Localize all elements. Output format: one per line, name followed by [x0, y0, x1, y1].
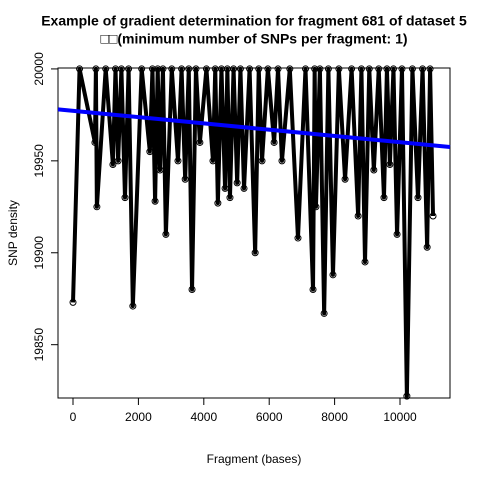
point [174, 157, 182, 165]
point [188, 286, 196, 294]
point [192, 65, 200, 73]
point [92, 65, 100, 73]
point [117, 65, 125, 73]
y-tick-label: 19950 [32, 144, 46, 178]
point [341, 175, 349, 183]
point [69, 298, 77, 306]
point [159, 65, 167, 73]
y-tick-label: 20000 [32, 52, 46, 86]
point [419, 65, 427, 73]
point [320, 309, 328, 317]
point [414, 194, 422, 202]
point [375, 65, 383, 73]
point [185, 65, 193, 73]
point [302, 65, 310, 73]
point [109, 161, 117, 169]
x-tick-label: 10000 [383, 410, 417, 424]
y-axis-label: SNP density [6, 200, 20, 266]
point [354, 212, 362, 220]
point [114, 157, 122, 165]
point [168, 65, 176, 73]
point [226, 194, 234, 202]
point [278, 157, 286, 165]
chart-subtitle: □□(minimum number of SNPs per fragment: … [100, 31, 407, 47]
x-tick-label: 4000 [190, 410, 217, 424]
point [162, 230, 170, 238]
point [202, 65, 210, 73]
point [329, 271, 337, 279]
point [389, 65, 397, 73]
point [393, 230, 401, 238]
point [148, 65, 156, 73]
chart-title: Example of gradient determination for fr… [41, 13, 467, 29]
point-band [71, 66, 436, 399]
point [221, 184, 229, 192]
point [214, 199, 222, 207]
point [258, 157, 266, 165]
point [311, 65, 319, 73]
point [264, 65, 272, 73]
y-tick-label: 19900 [32, 236, 46, 270]
point [76, 65, 84, 73]
point [236, 65, 244, 73]
point [365, 65, 373, 73]
point [121, 194, 129, 202]
point [423, 243, 431, 251]
point [316, 65, 324, 73]
point [403, 392, 411, 400]
point [335, 65, 343, 73]
point [230, 65, 238, 73]
point [386, 161, 394, 169]
point [357, 65, 365, 73]
point [383, 65, 391, 73]
point [398, 65, 406, 73]
point [246, 65, 254, 73]
point [156, 166, 164, 174]
point [91, 138, 99, 146]
point [312, 203, 320, 211]
point [154, 65, 162, 73]
point [324, 65, 332, 73]
point [146, 148, 154, 156]
point [129, 302, 137, 310]
point [151, 197, 159, 205]
x-tick-label: 2000 [125, 410, 152, 424]
point [93, 203, 101, 211]
point [138, 65, 146, 73]
point [255, 65, 263, 73]
point [286, 65, 294, 73]
x-tick-label: 8000 [321, 410, 348, 424]
point [348, 65, 356, 73]
trend-line [57, 107, 451, 150]
x-axis-label: Fragment (bases) [207, 452, 302, 466]
point [181, 175, 189, 183]
point [408, 65, 416, 73]
x-tick-label: 0 [70, 410, 77, 424]
point [178, 65, 186, 73]
point [196, 138, 204, 146]
point [270, 138, 278, 146]
point [240, 184, 248, 192]
point [380, 194, 388, 202]
y-tick-label: 19850 [32, 328, 46, 362]
point [294, 234, 302, 242]
point [370, 166, 378, 174]
point [209, 157, 217, 165]
point [309, 286, 317, 294]
point [125, 65, 133, 73]
point [102, 65, 110, 73]
point [251, 249, 259, 257]
point [361, 258, 369, 266]
point [274, 65, 282, 73]
point [429, 212, 437, 220]
point [233, 179, 241, 187]
point [426, 65, 434, 73]
x-tick-label: 6000 [256, 410, 283, 424]
plot-box [57, 67, 451, 399]
